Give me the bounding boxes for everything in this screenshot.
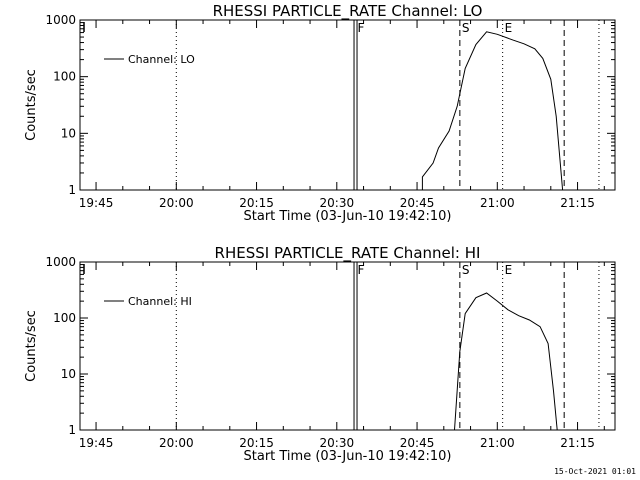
x-tick-label: 19:45 [79, 436, 114, 450]
chart-title: RHESSI PARTICLE_RATE Channel: LO [213, 2, 483, 21]
y-tick-label: 1 [68, 423, 76, 437]
x-tick-label: 21:00 [480, 436, 515, 450]
legend-label: Channel: HI [128, 295, 192, 308]
y-axis-label: Counts/sec [24, 310, 39, 382]
x-tick-label: 21:15 [560, 196, 595, 210]
y-tick-label: 1000 [45, 13, 76, 27]
footer-timestamp: 15-Oct-2021 01:01 [554, 467, 636, 476]
x-tick-label: 20:45 [400, 196, 435, 210]
y-tick-label: 1000 [45, 255, 76, 269]
x-axis-label: Start Time (03-Jun-10 19:42:10) [244, 449, 452, 464]
panel-hi-channel: RHESSI PARTICLE_RATE Channel: HI 1 10 100 10… [24, 244, 616, 464]
x-tick-label: 20:00 [159, 196, 194, 210]
x-tick-label: 20:15 [239, 196, 274, 210]
y-tick-label: 10 [61, 126, 76, 140]
x-tick-label: 20:00 [159, 436, 194, 450]
y-tick-label: 10 [61, 367, 76, 381]
y-tick-label: 100 [53, 311, 76, 325]
event-marker-label: S [462, 21, 470, 35]
x-tick-label: 21:00 [480, 196, 515, 210]
legend-label: Channel: LO [128, 53, 195, 66]
event-marker-label: F [358, 263, 365, 277]
plot-frame [79, 19, 616, 191]
y-tick-label: 1 [68, 183, 76, 197]
x-axis-label: Start Time (03-Jun-10 19:42:10) [244, 209, 452, 224]
panel-lo-channel: RHESSI PARTICLE_RATE Channel: LO 1 10 100 10… [24, 2, 616, 224]
x-tick-label: 20:15 [239, 436, 274, 450]
event-marker-label: S [462, 263, 470, 277]
y-axis-label: Counts/sec [24, 69, 39, 141]
data-series-line [454, 292, 558, 431]
x-tick-label: 20:30 [320, 436, 355, 450]
event-marker-label: E [505, 263, 513, 277]
x-tick-label: 20:30 [320, 196, 355, 210]
chart-title: RHESSI PARTICLE_RATE Channel: HI [215, 244, 481, 263]
data-series-line [421, 31, 564, 191]
x-tick-label: 21:15 [560, 436, 595, 450]
event-marker-label: F [358, 21, 365, 35]
x-tick-label: 20:45 [400, 436, 435, 450]
plot-frame [79, 261, 616, 431]
y-tick-label: 100 [53, 70, 76, 84]
event-marker-label: E [505, 21, 513, 35]
x-tick-label: 19:45 [79, 196, 114, 210]
